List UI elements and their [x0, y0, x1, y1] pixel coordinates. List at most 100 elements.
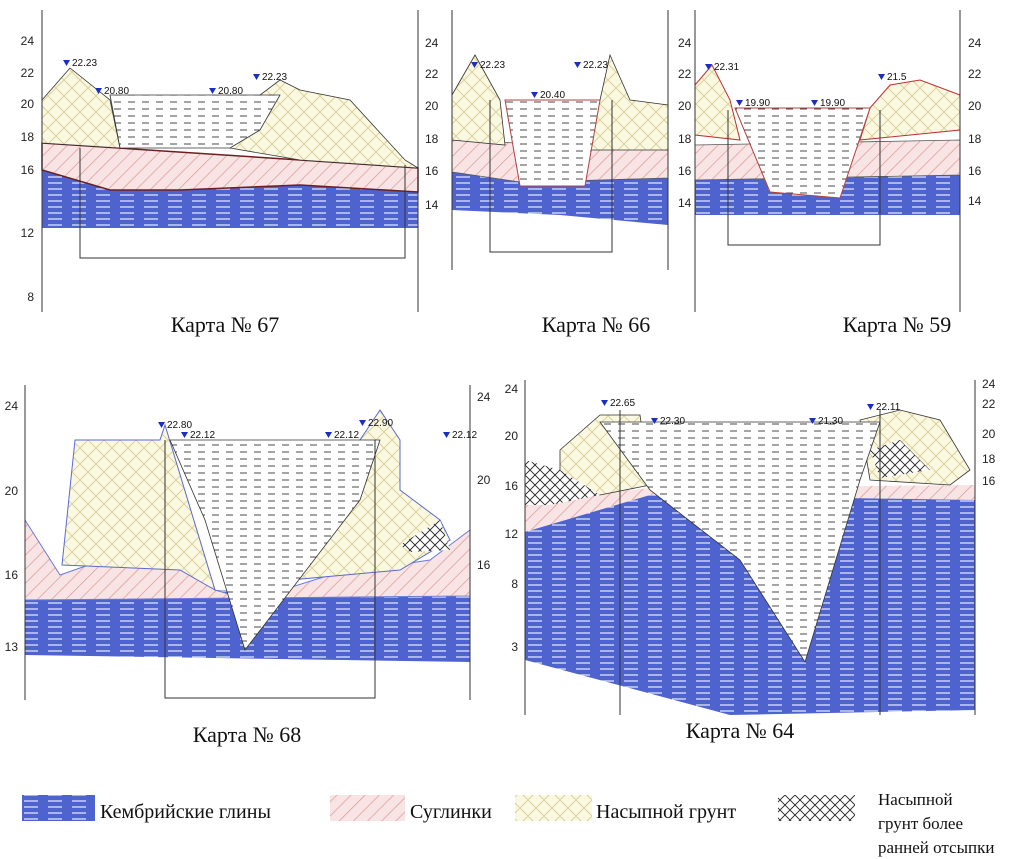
level-marker: [601, 400, 608, 406]
level-label: 21.5: [887, 72, 907, 83]
tick-label: 12: [505, 527, 519, 541]
level-marker: [63, 60, 70, 66]
level-label: 19.90: [820, 98, 845, 109]
tick-label: 16: [678, 164, 692, 178]
legend-label: ранней отсыпки: [878, 838, 994, 857]
level-marker: [736, 100, 743, 106]
tick-label: 20: [968, 99, 982, 113]
tick-label: 16: [477, 558, 491, 572]
tick-label: 20: [678, 99, 692, 113]
section-68: [25, 385, 470, 700]
tick-label: 18: [21, 130, 35, 144]
tick-label: 22: [425, 67, 439, 81]
level-marker: [531, 92, 538, 98]
tick-label: 18: [968, 132, 982, 146]
level-label: 20.40: [540, 90, 565, 101]
caption: Карта № 67: [171, 312, 280, 337]
level-marker: [443, 432, 450, 438]
tick-label: 20: [5, 484, 19, 498]
tick-label: 20: [982, 427, 996, 441]
legend-swatch: [778, 795, 855, 821]
tick-label: 24: [505, 382, 519, 396]
section-64: [525, 380, 975, 715]
tick-label: 24: [678, 36, 692, 50]
level-label: 22.65: [610, 398, 635, 409]
tick-label: 24: [21, 34, 35, 48]
section-59: [695, 10, 960, 312]
level-label: 22.11: [876, 402, 901, 413]
level-label: 22.80: [167, 420, 192, 431]
tick-label: 20: [425, 99, 439, 113]
tick-label: 16: [982, 474, 996, 488]
legend-label: Насыпной: [878, 790, 953, 809]
legend-swatch: [22, 795, 95, 821]
caption: Карта № 59: [843, 312, 952, 337]
fill: [860, 80, 960, 140]
level-label: 22.23: [480, 60, 505, 71]
tick-label: 24: [477, 390, 491, 404]
tick-label: 14: [425, 198, 439, 212]
level-marker: [878, 74, 885, 80]
tick-label: 20: [21, 97, 35, 111]
tick-label: 3: [511, 640, 518, 654]
level-label: 22.23: [583, 60, 608, 71]
figure: 24 22 20 18 16 12 8 24 22 20 18 16 14 22.23 20.80 20.80…: [0, 0, 1026, 859]
tick-label: 8: [27, 290, 34, 304]
tick-label: 12: [21, 226, 35, 240]
level-label: 22.31: [714, 62, 739, 73]
level-label: 20.80: [104, 86, 129, 97]
legend-label: Суглинки: [410, 801, 492, 823]
level-label: 19.90: [745, 98, 770, 109]
tick-label: 16: [505, 479, 519, 493]
tick-label: 14: [968, 194, 982, 208]
level-marker: [325, 432, 332, 438]
tick-label: 18: [982, 452, 996, 466]
tick-label: 18: [678, 132, 692, 146]
tick-label: 22: [21, 66, 35, 80]
tick-label: 14: [678, 196, 692, 210]
tick-label: 24: [425, 36, 439, 50]
tick-label: 20: [477, 473, 491, 487]
tick-label: 8: [511, 577, 518, 591]
tick-label: 13: [5, 640, 19, 654]
legend-swatch: [515, 795, 592, 821]
legend-label: Кембрийские глины: [100, 801, 271, 823]
level-label: 22.30: [660, 416, 685, 427]
level-marker: [181, 432, 188, 438]
caption: Карта № 66: [542, 312, 651, 337]
level-marker: [359, 420, 366, 426]
level-label: 22.23: [72, 58, 97, 69]
level-label: 21.30: [818, 416, 843, 427]
tick-label: 22: [678, 67, 692, 81]
water: [505, 100, 600, 186]
tick-label: 22: [982, 397, 996, 411]
tick-label: 16: [5, 568, 19, 582]
level-marker: [867, 404, 874, 410]
tick-label: 16: [968, 164, 982, 178]
level-label: 22.12: [452, 430, 477, 441]
caption: Карта № 68: [193, 722, 302, 747]
tick-label: 20: [505, 429, 519, 443]
level-marker: [811, 100, 818, 106]
level-label: 22.12: [334, 430, 359, 441]
legend-swatch: [330, 795, 405, 821]
level-label: 22.23: [262, 72, 287, 83]
tick-label: 24: [968, 36, 982, 50]
section-67: [42, 10, 418, 312]
level-marker: [574, 62, 581, 68]
level-marker: [209, 88, 216, 94]
fill: [42, 68, 120, 148]
section-66: [452, 10, 668, 270]
level-label: 22.12: [190, 430, 215, 441]
level-label: 22.90: [368, 418, 393, 429]
legend-label: грунт более: [878, 814, 963, 833]
tick-label: 16: [425, 164, 439, 178]
fill: [860, 410, 970, 485]
tick-label: 24: [982, 377, 996, 391]
legend-label: Насыпной грунт: [596, 801, 736, 823]
tick-label: 18: [425, 132, 439, 146]
level-marker: [253, 74, 260, 80]
level-label: 20.80: [218, 86, 243, 97]
tick-label: 22: [968, 67, 982, 81]
fill: [695, 65, 740, 140]
